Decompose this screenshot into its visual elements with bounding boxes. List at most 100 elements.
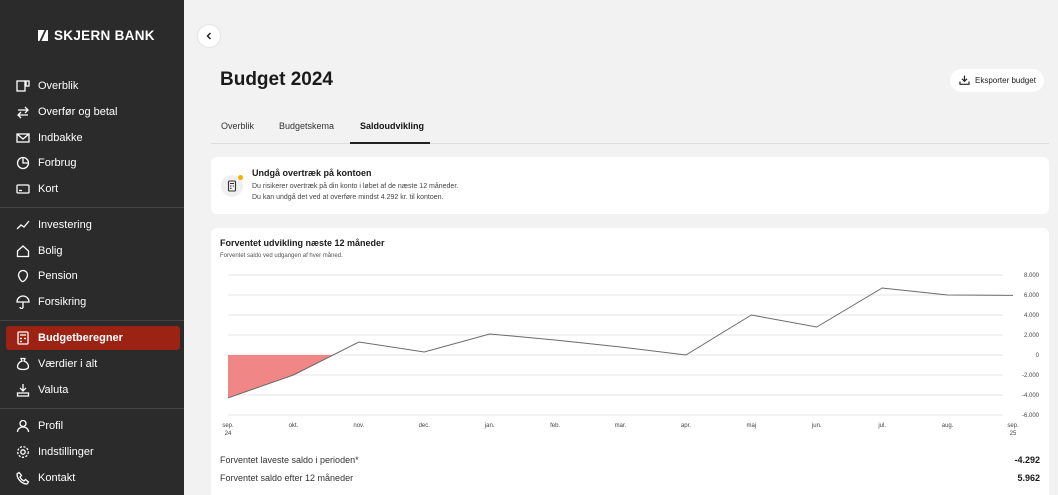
sidebar-item-label: Kort xyxy=(38,183,59,195)
y-tick-label: 8.000 xyxy=(1024,273,1040,279)
chevron-left-icon xyxy=(206,32,212,40)
export-budget-label: Eksporter budget xyxy=(975,76,1036,85)
sidebar-divider xyxy=(0,207,184,208)
y-tick-label: 0 xyxy=(1036,353,1040,359)
sidebar-item-forbrug[interactable]: Forbrug xyxy=(6,151,180,175)
x-tick-label: jun. xyxy=(811,423,822,429)
stat-row-lowest-balance: Forventet laveste saldo i perioden* -4.2… xyxy=(211,449,1049,467)
x-tick-label: aug. xyxy=(942,423,954,429)
stat-row-end-balance: Forventet saldo efter 12 måneder 5.962 xyxy=(211,467,1049,485)
tab-saldoudvikling[interactable]: Saldoudvikling xyxy=(360,121,425,131)
sidebar-item-label: Investering xyxy=(38,219,92,231)
sidebar-item-investering[interactable]: Investering xyxy=(6,213,180,237)
sidebar-item-label: Budgetberegner xyxy=(38,332,123,344)
warning-icon xyxy=(221,175,243,197)
tab-budgetskema[interactable]: Budgetskema xyxy=(279,121,335,131)
y-tick-label: 6.000 xyxy=(1024,293,1040,299)
pension-icon xyxy=(17,269,29,283)
sidebar-item-label: Overfør og betal xyxy=(38,106,118,118)
currency-icon xyxy=(16,384,30,397)
x-tick-label: mar. xyxy=(615,423,627,429)
sidebar-divider xyxy=(0,320,184,321)
x-tick-label: apr. xyxy=(681,423,691,429)
sidebar-item-forsikring[interactable]: Forsikring xyxy=(6,290,180,314)
chart-line-icon xyxy=(16,220,30,230)
sidebar: SKJERN BANK Overblik Overfør og betal In… xyxy=(0,0,184,495)
sidebar-item-overblik[interactable]: Overblik xyxy=(6,74,180,98)
spending-icon xyxy=(16,156,30,170)
overview-icon xyxy=(16,80,30,92)
download-icon xyxy=(959,75,970,85)
stat-value: 5.962 xyxy=(1017,473,1040,483)
warning-title: Undgå overtræk på kontoen xyxy=(252,168,372,178)
logo-mark-icon xyxy=(38,30,48,41)
sidebar-item-pension[interactable]: Pension xyxy=(6,264,180,288)
y-tick-label: -6.000 xyxy=(1022,413,1040,419)
x-tick-label: jan. xyxy=(484,423,495,429)
x-tick-label: maj xyxy=(746,423,756,429)
sidebar-item-bolig[interactable]: Bolig xyxy=(6,239,180,263)
y-tick-label: -2.000 xyxy=(1022,373,1040,379)
balance-series-line xyxy=(227,287,1014,399)
overdraft-warning-card: Undgå overtræk på kontoen Du risikerer o… xyxy=(211,157,1049,214)
logo-text: SKJERN BANK xyxy=(54,28,155,43)
sidebar-divider xyxy=(0,408,184,409)
sidebar-item-label: Profil xyxy=(38,420,64,432)
calculator-icon xyxy=(17,331,29,345)
back-button[interactable] xyxy=(198,25,220,47)
balance-chart-card: Forventet udvikling næste 12 måneder For… xyxy=(211,228,1049,495)
page-title: Budget 2024 xyxy=(220,69,333,90)
money-bag-icon xyxy=(16,357,30,371)
warning-text-line-1: Du risikerer overtræk på din konto i løb… xyxy=(252,183,459,190)
sidebar-item-label: Bolig xyxy=(38,245,63,257)
stat-value: -4.292 xyxy=(1014,455,1040,465)
x-tick-label: sep. 25 xyxy=(1007,423,1019,437)
y-tick-label: 2.000 xyxy=(1024,333,1040,339)
stat-label: Forventet laveste saldo i perioden* xyxy=(220,455,359,465)
tab-overblik[interactable]: Overblik xyxy=(221,121,255,131)
sidebar-item-label: Forbrug xyxy=(38,157,77,169)
balance-line-chart: 8.0006.0004.0002.0000-2.000-4.000-6.000s… xyxy=(222,273,1040,437)
sidebar-item-kontakt[interactable]: Kontakt xyxy=(6,466,180,490)
umbrella-icon xyxy=(16,295,30,309)
sidebar-item-indbakke[interactable]: Indbakke xyxy=(6,126,180,150)
card-icon xyxy=(16,184,30,194)
house-icon xyxy=(16,245,30,258)
transfer-icon xyxy=(17,106,29,119)
sidebar-item-label: Overblik xyxy=(38,80,79,92)
sidebar-item-valuta[interactable]: Valuta xyxy=(6,378,180,402)
sidebar-item-label: Indstillinger xyxy=(38,446,94,458)
x-tick-label: feb. xyxy=(550,423,560,429)
phone-icon xyxy=(16,471,30,485)
bank-logo[interactable]: SKJERN BANK xyxy=(38,28,155,43)
x-tick-label: okt. xyxy=(289,423,299,429)
chart-subtitle: Forventet saldo ved udgangen af hver mån… xyxy=(220,253,343,259)
gear-icon xyxy=(17,446,29,458)
sidebar-item-vaerdier[interactable]: Værdier i alt xyxy=(6,352,180,376)
sidebar-item-label: Kontakt xyxy=(38,472,76,484)
sidebar-item-budgetberegner[interactable]: Budgetberegner xyxy=(6,326,180,350)
x-tick-label: sep. 24 xyxy=(222,423,234,437)
x-tick-label: jul. xyxy=(877,423,886,429)
user-icon xyxy=(16,419,30,433)
x-tick-label: dec. xyxy=(419,423,431,429)
active-tab-indicator xyxy=(350,142,430,144)
y-tick-label: -4.000 xyxy=(1022,393,1040,399)
sidebar-item-label: Forsikring xyxy=(38,296,87,308)
x-tick-label: nov. xyxy=(353,423,364,429)
chart-title: Forventet udvikling næste 12 måneder xyxy=(220,238,385,248)
mail-icon xyxy=(16,133,30,143)
sidebar-item-label: Pension xyxy=(38,270,78,282)
y-tick-label: 4.000 xyxy=(1024,313,1040,319)
sidebar-item-label: Valuta xyxy=(38,384,69,396)
stat-label: Forventet saldo efter 12 måneder xyxy=(220,473,354,483)
sidebar-item-kort[interactable]: Kort xyxy=(6,177,180,201)
notification-dot xyxy=(238,175,243,180)
sidebar-item-indstillinger[interactable]: Indstillinger xyxy=(6,440,180,464)
export-budget-button[interactable]: Eksporter budget xyxy=(950,69,1044,92)
sidebar-item-label: Værdier i alt xyxy=(38,358,98,370)
sidebar-item-overfor[interactable]: Overfør og betal xyxy=(6,100,180,124)
warning-text-line-2: Du kan undgå det ved at overføre mindst … xyxy=(252,194,444,201)
sidebar-item-profil[interactable]: Profil xyxy=(6,414,180,438)
negative-balance-area xyxy=(228,355,334,398)
